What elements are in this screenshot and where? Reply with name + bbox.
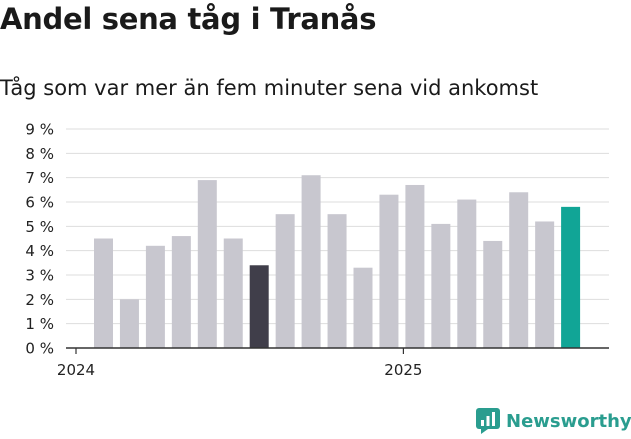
bar	[405, 184, 425, 348]
y-tick-label: 6 %	[25, 194, 54, 212]
bar	[327, 214, 347, 348]
bar	[561, 206, 581, 348]
chart-title: Andel sena tåg i Tranås	[0, 2, 377, 36]
bar	[249, 265, 269, 348]
bar	[197, 180, 217, 348]
bar	[94, 238, 113, 348]
brand-name: Newsworthy	[506, 410, 631, 432]
bar	[301, 175, 321, 348]
bar	[119, 299, 139, 348]
bar	[535, 221, 555, 348]
bar	[223, 238, 243, 348]
bar	[171, 236, 191, 348]
y-tick-label: 7 %	[25, 169, 54, 187]
x-tick-label: 2025	[384, 361, 422, 379]
newsworthy-logo-icon	[476, 408, 500, 434]
y-tick-label: 3 %	[25, 267, 54, 285]
y-tick-label: 1 %	[25, 315, 54, 333]
x-tick-label: 2024	[57, 361, 95, 379]
y-tick-label: 0 %	[25, 340, 54, 358]
bar	[379, 194, 399, 348]
y-tick-label: 4 %	[25, 242, 54, 260]
y-tick-label: 8 %	[25, 145, 54, 163]
y-tick-label: 5 %	[25, 218, 54, 236]
bar	[483, 240, 503, 348]
bar	[457, 199, 477, 348]
bar	[431, 223, 451, 348]
bar	[275, 214, 295, 348]
bar	[145, 245, 165, 348]
newsworthy-brand[interactable]: Newsworthy	[476, 408, 631, 434]
chart-subtitle: Tåg som var mer än fem minuter sena vid …	[0, 76, 539, 100]
y-tick-label: 2 %	[25, 291, 54, 309]
bar-chart: 0 % 1 % 2 % 3 % 4 % 5 % 6 % 7 % 8 % 9 % 2024 2025	[25, 121, 609, 379]
bar	[509, 192, 529, 348]
y-tick-label: 9 %	[25, 121, 54, 139]
bar	[353, 267, 373, 348]
